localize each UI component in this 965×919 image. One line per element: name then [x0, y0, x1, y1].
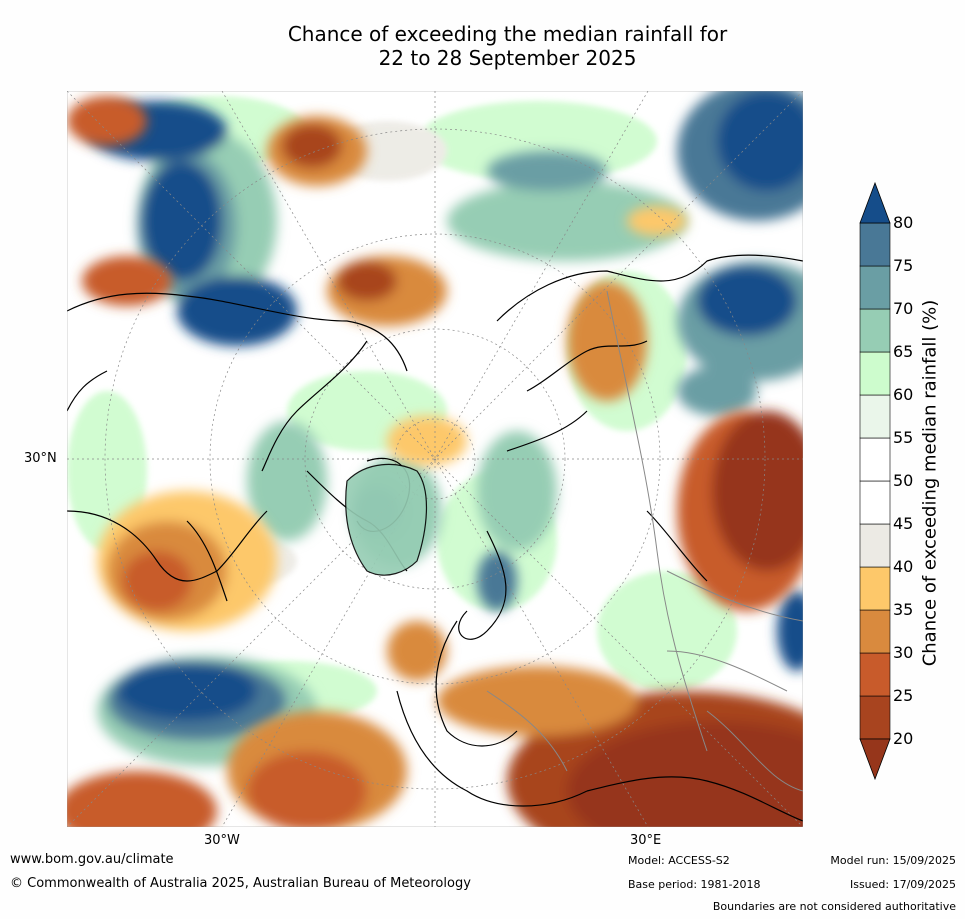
colorbar-label: Chance of exceeding median rainfall (%) — [919, 299, 941, 667]
colorbar-tick-label: 60 — [893, 385, 914, 404]
colorbar-segment — [859, 695, 891, 740]
footer-model-run: Model run: 15/09/2025 — [830, 854, 956, 867]
colorbar-tick-label: 20 — [893, 729, 914, 748]
colorbar-tick-label: 30 — [893, 643, 914, 662]
colorbar-tick-label: 75 — [893, 256, 914, 275]
colorbar-segment — [859, 437, 891, 482]
colorbar-segment — [859, 394, 891, 439]
colorbar-segment — [859, 652, 891, 697]
country-boundaries — [486, 290, 803, 792]
latitude-label-30n: 30°N — [24, 451, 57, 466]
footer-copyright: © Commonwealth of Australia 2025, Austra… — [10, 876, 471, 891]
footer-base-period: Base period: 1981-2018 — [628, 878, 761, 891]
colorbar-segment — [859, 222, 891, 267]
colorbar-tick-label: 55 — [893, 428, 914, 447]
title-line-1: Chance of exceeding the median rainfall … — [287, 22, 728, 46]
colorbar-tick-label: 80 — [893, 213, 914, 232]
colorbar — [859, 181, 891, 781]
colorbar-tick-label: 35 — [893, 600, 914, 619]
colorbar-tick-label: 70 — [893, 299, 914, 318]
chart-title: Chance of exceeding the median rainfall … — [200, 22, 815, 70]
title-line-2: 22 to 28 September 2025 — [378, 46, 637, 70]
graticule — [67, 91, 803, 827]
colorbar-extend-top — [859, 181, 891, 224]
footer-model: Model: ACCESS-S2 — [628, 854, 730, 867]
colorbar-segment — [859, 523, 891, 568]
colorbar-tick-label: 50 — [893, 471, 914, 490]
longitude-label-30w: 30°W — [204, 833, 240, 848]
footer-url[interactable]: www.bom.gov.au/climate — [10, 852, 174, 867]
colorbar-segment — [859, 566, 891, 611]
colorbar-tick-label: 40 — [893, 557, 914, 576]
colorbar-segment — [859, 308, 891, 353]
colorbar-segment — [859, 609, 891, 654]
footer-issued: Issued: 17/09/2025 — [849, 878, 956, 891]
longitude-label-30e: 30°E — [630, 833, 662, 848]
footer-disclaimer: Boundaries are not considered authoritat… — [712, 900, 956, 913]
colorbar-segment — [859, 480, 891, 525]
colorbar-tick-label: 65 — [893, 342, 914, 361]
colorbar-tick-label: 45 — [893, 514, 914, 533]
colorbar-extend-bottom — [859, 738, 891, 781]
colorbar-segment — [859, 351, 891, 396]
greenland — [345, 463, 427, 576]
colorbar-segment — [859, 265, 891, 310]
colorbar-tick-label: 25 — [893, 686, 914, 705]
rainfall-map — [67, 91, 803, 827]
